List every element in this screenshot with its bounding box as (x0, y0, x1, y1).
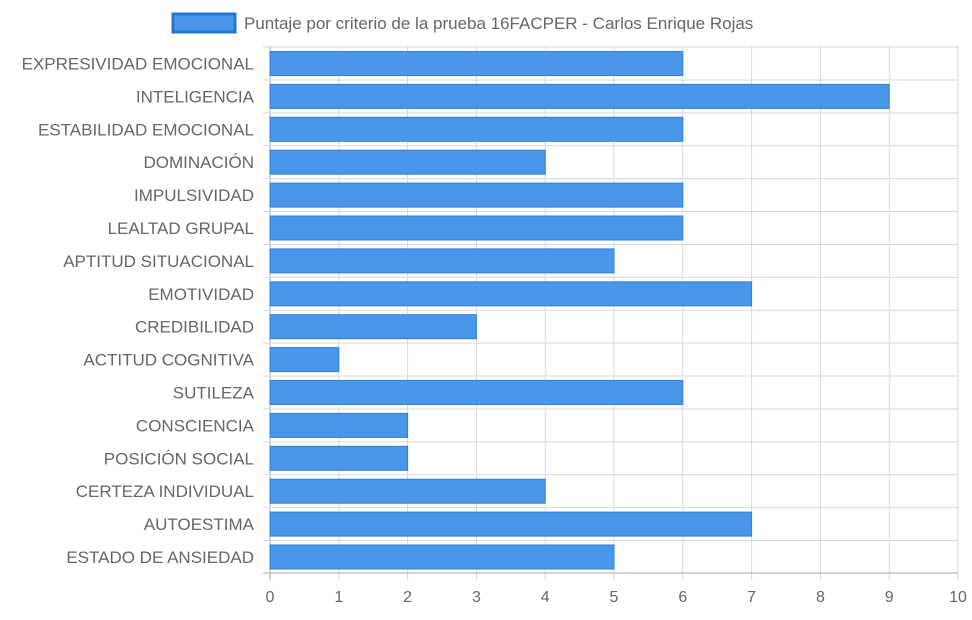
bars-layer (269, 51, 890, 570)
x-tick-label-1: 1 (334, 589, 343, 606)
axis-layer: 0 1 2 3 4 5 6 7 8 9 10 EXPRESIVIDAD EMOCIONAL INTELI… (22, 55, 967, 607)
bar-aptitud-situacional[interactable] (269, 248, 615, 274)
x-tick-label-9: 9 (885, 589, 894, 606)
bar-emotividad[interactable] (269, 281, 753, 307)
y-tick-label-inteligencia: INTELIGENCIA (136, 87, 255, 106)
bar-dominación[interactable] (269, 149, 546, 175)
bar-credibilidad[interactable] (269, 314, 477, 340)
x-tick-label-5: 5 (610, 589, 619, 606)
bar-consciencia[interactable] (269, 412, 409, 438)
y-tick-label-lealtad-grupal: LEALTAD GRUPAL (108, 219, 254, 238)
y-tick-label-posición-social: POSICIÓN SOCIAL (104, 449, 254, 468)
x-tick-label-2: 2 (403, 589, 412, 606)
x-tick-label-3: 3 (472, 589, 481, 606)
bar-certeza-individual[interactable] (269, 478, 546, 504)
legend[interactable]: Puntaje por criterio de la prueba 16FACP… (171, 12, 753, 34)
y-tick-label-expresividad-emocional: EXPRESIVIDAD EMOCIONAL (22, 55, 254, 74)
y-tick-label-credibilidad: CREDIBILIDAD (135, 318, 254, 337)
y-tick-label-estado-de-ansiedad: ESTADO DE ANSIEDAD (66, 548, 254, 567)
y-tick-label-aptitud-situacional: APTITUD SITUACIONAL (63, 252, 254, 271)
x-tick-label-0: 0 (266, 589, 275, 606)
bar-estado-de-ansiedad[interactable] (269, 544, 615, 570)
y-tick-label-impulsividad: IMPULSIVIDAD (134, 186, 254, 205)
bar-estabilidad-emocional[interactable] (269, 116, 684, 142)
bar-actitud-cognitiva[interactable] (269, 347, 340, 373)
legend-label[interactable]: Puntaje por criterio de la prueba 16FACP… (244, 14, 753, 33)
y-tick-label-dominación: DOMINACIÓN (144, 153, 255, 172)
bar-sutileza[interactable] (269, 380, 684, 405)
x-tick-label-10: 10 (949, 589, 967, 606)
y-tick-label-sutileza: SUTILEZA (173, 384, 255, 403)
x-tick-label-7: 7 (747, 589, 756, 606)
bar-expresividad-emocional[interactable] (269, 51, 684, 76)
bar-inteligencia[interactable] (269, 83, 890, 109)
y-tick-label-certeza-individual: CERTEZA INDIVIDUAL (76, 482, 254, 501)
legend-swatch[interactable] (171, 12, 237, 34)
bar-autoestima[interactable] (269, 511, 753, 537)
bar-impulsividad[interactable] (269, 182, 684, 208)
x-tick-label-8: 8 (816, 589, 825, 606)
y-tick-label-consciencia: CONSCIENCIA (136, 416, 255, 435)
bar-lealtad-grupal[interactable] (269, 215, 684, 241)
x-tick-label-6: 6 (678, 589, 687, 606)
bar-posición-social[interactable] (269, 445, 409, 471)
y-tick-label-actitud-cognitiva: ACTITUD COGNITIVA (83, 351, 254, 370)
y-tick-label-estabilidad-emocional: ESTABILIDAD EMOCIONAL (38, 120, 254, 139)
y-tick-label-emotividad: EMOTIVIDAD (148, 285, 254, 304)
y-tick-label-autoestima: AUTOESTIMA (144, 515, 255, 534)
x-tick-label-4: 4 (541, 589, 550, 606)
